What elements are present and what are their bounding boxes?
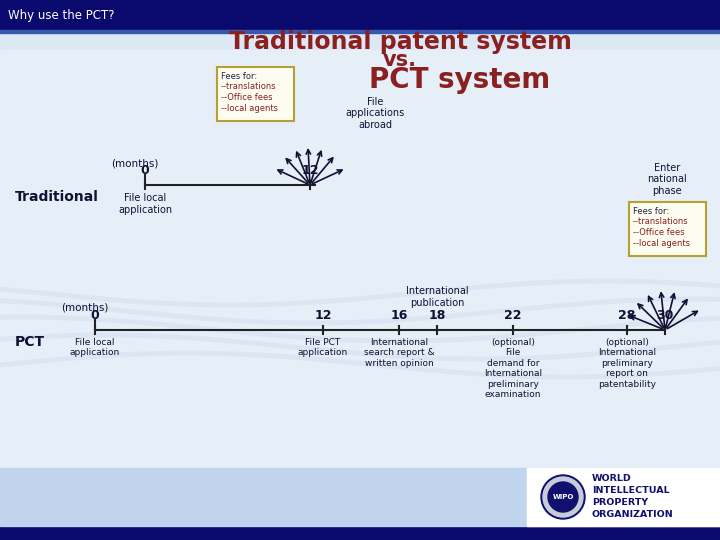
- Bar: [0, 526, 720, 540]
- Text: PROPERTY: PROPERTY: [592, 498, 648, 507]
- Text: PCT system: PCT system: [369, 66, 551, 94]
- Text: Enter
national
phase: Enter national phase: [647, 163, 687, 196]
- Text: --translations: --translations: [221, 82, 276, 91]
- Text: 16: 16: [390, 309, 408, 322]
- Text: File local
application: File local application: [118, 193, 172, 214]
- Text: International
publication: International publication: [405, 286, 468, 308]
- Text: 28: 28: [618, 309, 636, 322]
- Text: 12: 12: [314, 309, 332, 322]
- Bar: [0, 468, 720, 526]
- Text: 0: 0: [91, 309, 99, 322]
- Circle shape: [548, 482, 578, 512]
- Text: Fees for:: Fees for:: [221, 72, 257, 81]
- Text: File local
application: File local application: [70, 338, 120, 357]
- Text: File PCT
application: File PCT application: [298, 338, 348, 357]
- Text: 0: 0: [140, 164, 149, 177]
- Text: --Office fees: --Office fees: [633, 228, 685, 237]
- Text: Fees for:: Fees for:: [633, 207, 669, 216]
- Text: 22: 22: [504, 309, 522, 322]
- FancyBboxPatch shape: [217, 67, 294, 121]
- Text: 30: 30: [657, 309, 674, 322]
- Text: Traditional patent system: Traditional patent system: [228, 30, 572, 54]
- Circle shape: [543, 477, 583, 517]
- Text: 18: 18: [428, 309, 446, 322]
- Text: --Office fees: --Office fees: [221, 93, 273, 102]
- Text: PCT: PCT: [15, 335, 45, 349]
- Bar: [527, 468, 720, 526]
- Bar: [0, 0, 720, 30]
- Text: Traditional: Traditional: [15, 190, 99, 204]
- Text: (optional)
International
preliminary
report on
patentability: (optional) International preliminary rep…: [598, 338, 656, 389]
- Text: WIPO: WIPO: [552, 494, 574, 500]
- Bar: [0, 30, 720, 33]
- Text: WORLD: WORLD: [592, 474, 631, 483]
- Bar: [0, 50, 720, 510]
- Text: 12: 12: [301, 164, 319, 177]
- Text: --local agents: --local agents: [221, 104, 278, 113]
- Text: --local agents: --local agents: [633, 239, 690, 248]
- Text: vs.: vs.: [383, 50, 417, 70]
- Text: (months): (months): [112, 158, 158, 168]
- Text: --translations: --translations: [633, 217, 688, 226]
- FancyBboxPatch shape: [629, 202, 706, 256]
- Text: Why use the PCT?: Why use the PCT?: [8, 10, 114, 23]
- Text: INTELLECTUAL: INTELLECTUAL: [592, 486, 670, 495]
- Text: ORGANIZATION: ORGANIZATION: [592, 510, 674, 519]
- Text: (months): (months): [61, 303, 109, 313]
- Text: (optional)
File
demand for
International
preliminary
examination: (optional) File demand for International…: [484, 338, 542, 399]
- Circle shape: [541, 475, 585, 519]
- Text: File
applications
abroad: File applications abroad: [346, 97, 405, 130]
- Text: International
search report &
written opinion: International search report & written op…: [364, 338, 434, 368]
